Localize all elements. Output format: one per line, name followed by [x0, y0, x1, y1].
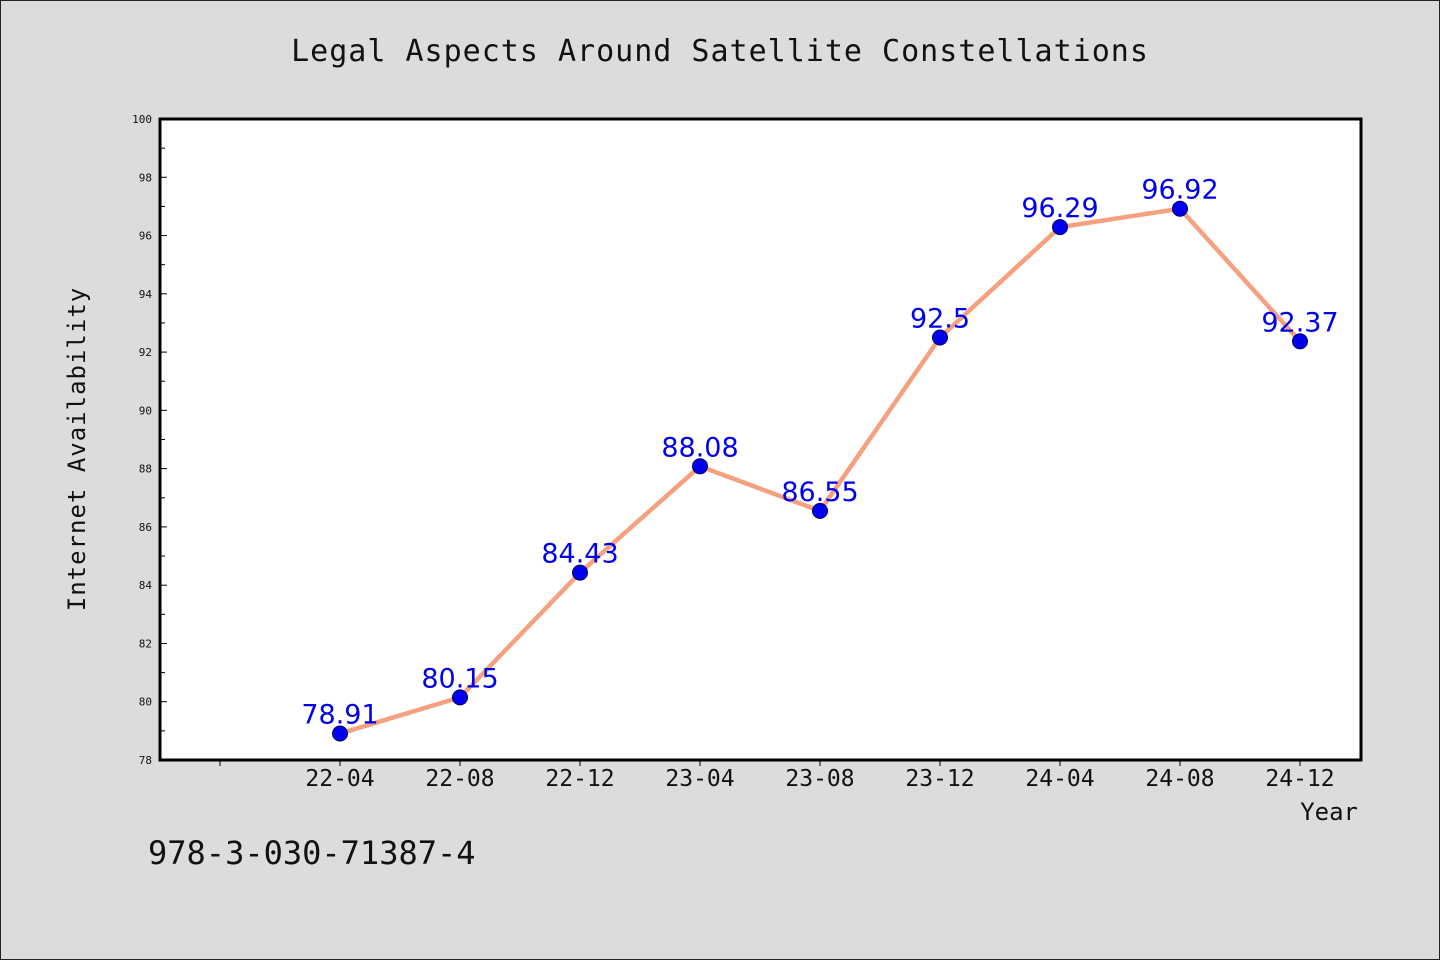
y-tick-label: 82 [139, 637, 152, 650]
data-label: 92.5 [910, 304, 970, 335]
x-tick-label: 23-08 [785, 766, 854, 792]
y-tick-label: 98 [139, 171, 152, 184]
data-label: 84.43 [541, 539, 618, 570]
x-axis-label: Year [1300, 798, 1358, 826]
y-tick-label: 86 [139, 521, 152, 534]
data-label: 88.08 [661, 432, 738, 463]
data-point [1052, 219, 1068, 236]
y-tick-label: 84 [139, 579, 153, 592]
x-tick-label: 22-08 [425, 766, 494, 792]
data-label: 78.91 [301, 699, 378, 730]
x-tick-label: 24-08 [1145, 766, 1214, 792]
y-tick-label: 78 [139, 754, 152, 767]
series-layer: 78.91 80.15 84.43 88.08 86.55 92.5 96.29 96.92 9… [301, 175, 1339, 742]
data-label: 92.37 [1261, 307, 1338, 338]
y-tick-label: 92 [139, 346, 152, 359]
data-point [932, 329, 948, 346]
data-label: 86.55 [781, 477, 858, 508]
y-tick-label: 100 [132, 113, 152, 126]
x-tick-label: 24-04 [1025, 766, 1094, 792]
data-label: 96.29 [1021, 193, 1098, 224]
x-tick-label: 22-04 [305, 766, 374, 792]
data-point [572, 564, 588, 581]
data-point [1172, 200, 1188, 217]
data-point [452, 689, 468, 706]
x-tick-label: 24-12 [1265, 766, 1334, 792]
data-point [332, 725, 348, 742]
y-tick-label: 88 [139, 463, 152, 476]
y-tick-label: 90 [139, 404, 152, 417]
y-tick-label: 80 [139, 696, 152, 709]
plot-border [158, 117, 1363, 762]
data-point [692, 458, 708, 475]
isbn-text: 978-3-030-71387-4 [148, 834, 476, 872]
x-axis: 22-04 22-08 22-12 23-04 23-08 23-12 24-04 24-08… [219, 760, 1335, 792]
y-axis-label: Internet Availability [63, 287, 91, 611]
data-point [1292, 333, 1308, 350]
data-label: 80.15 [421, 663, 498, 694]
x-tick-label: 22-12 [545, 766, 614, 792]
y-tick-label: 96 [139, 230, 152, 243]
data-label: 96.92 [1141, 175, 1218, 206]
y-tick-label: 94 [139, 288, 153, 301]
data-point [812, 502, 828, 519]
x-tick-label: 23-12 [905, 766, 974, 792]
x-tick-label: 23-04 [665, 766, 734, 792]
y-axis: 78 80 82 84 86 88 90 92 94 96 98 100 [132, 113, 167, 767]
chart-title: Legal Aspects Around Satellite Constella… [291, 34, 1149, 69]
plot-area [160, 119, 1361, 760]
